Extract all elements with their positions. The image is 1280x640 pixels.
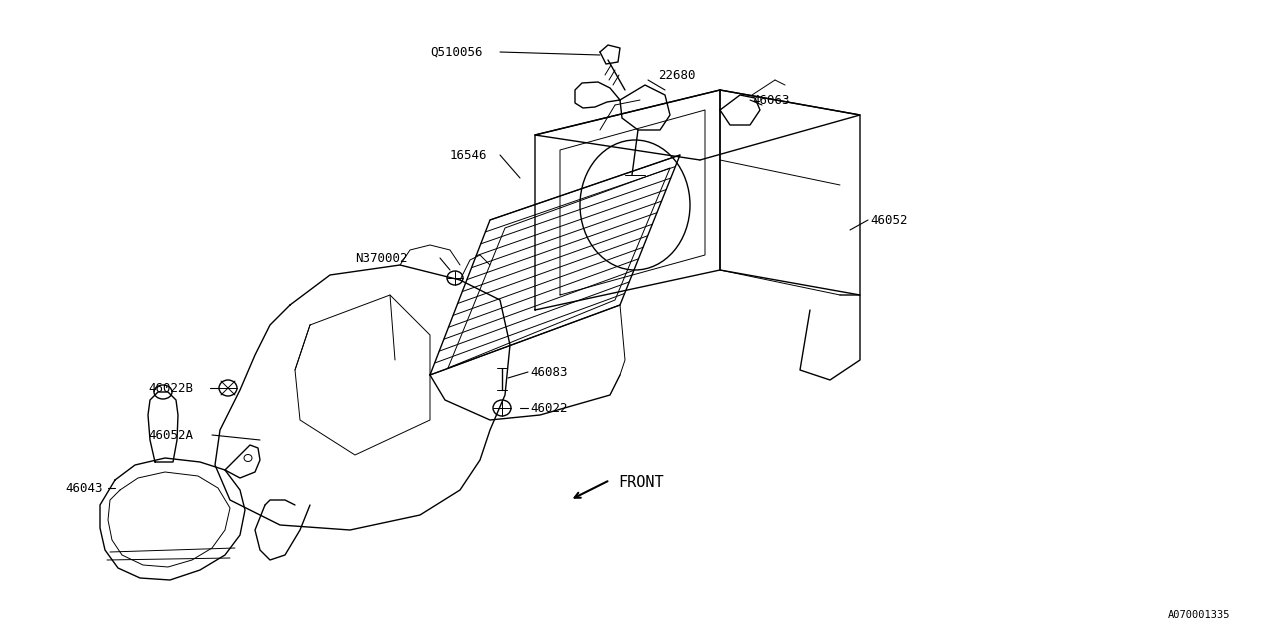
Text: 46043: 46043 <box>65 481 102 495</box>
Ellipse shape <box>493 400 511 416</box>
Text: 46083: 46083 <box>530 365 567 378</box>
Text: 46052: 46052 <box>870 214 908 227</box>
Text: A070001335: A070001335 <box>1167 610 1230 620</box>
Text: 46022B: 46022B <box>148 381 193 394</box>
Text: 46052A: 46052A <box>148 429 193 442</box>
Text: 46063: 46063 <box>753 93 790 106</box>
Text: 46022: 46022 <box>530 401 567 415</box>
Text: 16546: 16546 <box>451 148 488 161</box>
Text: N370002: N370002 <box>355 252 407 264</box>
Ellipse shape <box>219 380 237 396</box>
Text: Q510056: Q510056 <box>430 45 483 58</box>
Ellipse shape <box>447 271 463 285</box>
Text: FRONT: FRONT <box>618 474 663 490</box>
Text: 22680: 22680 <box>658 68 695 81</box>
